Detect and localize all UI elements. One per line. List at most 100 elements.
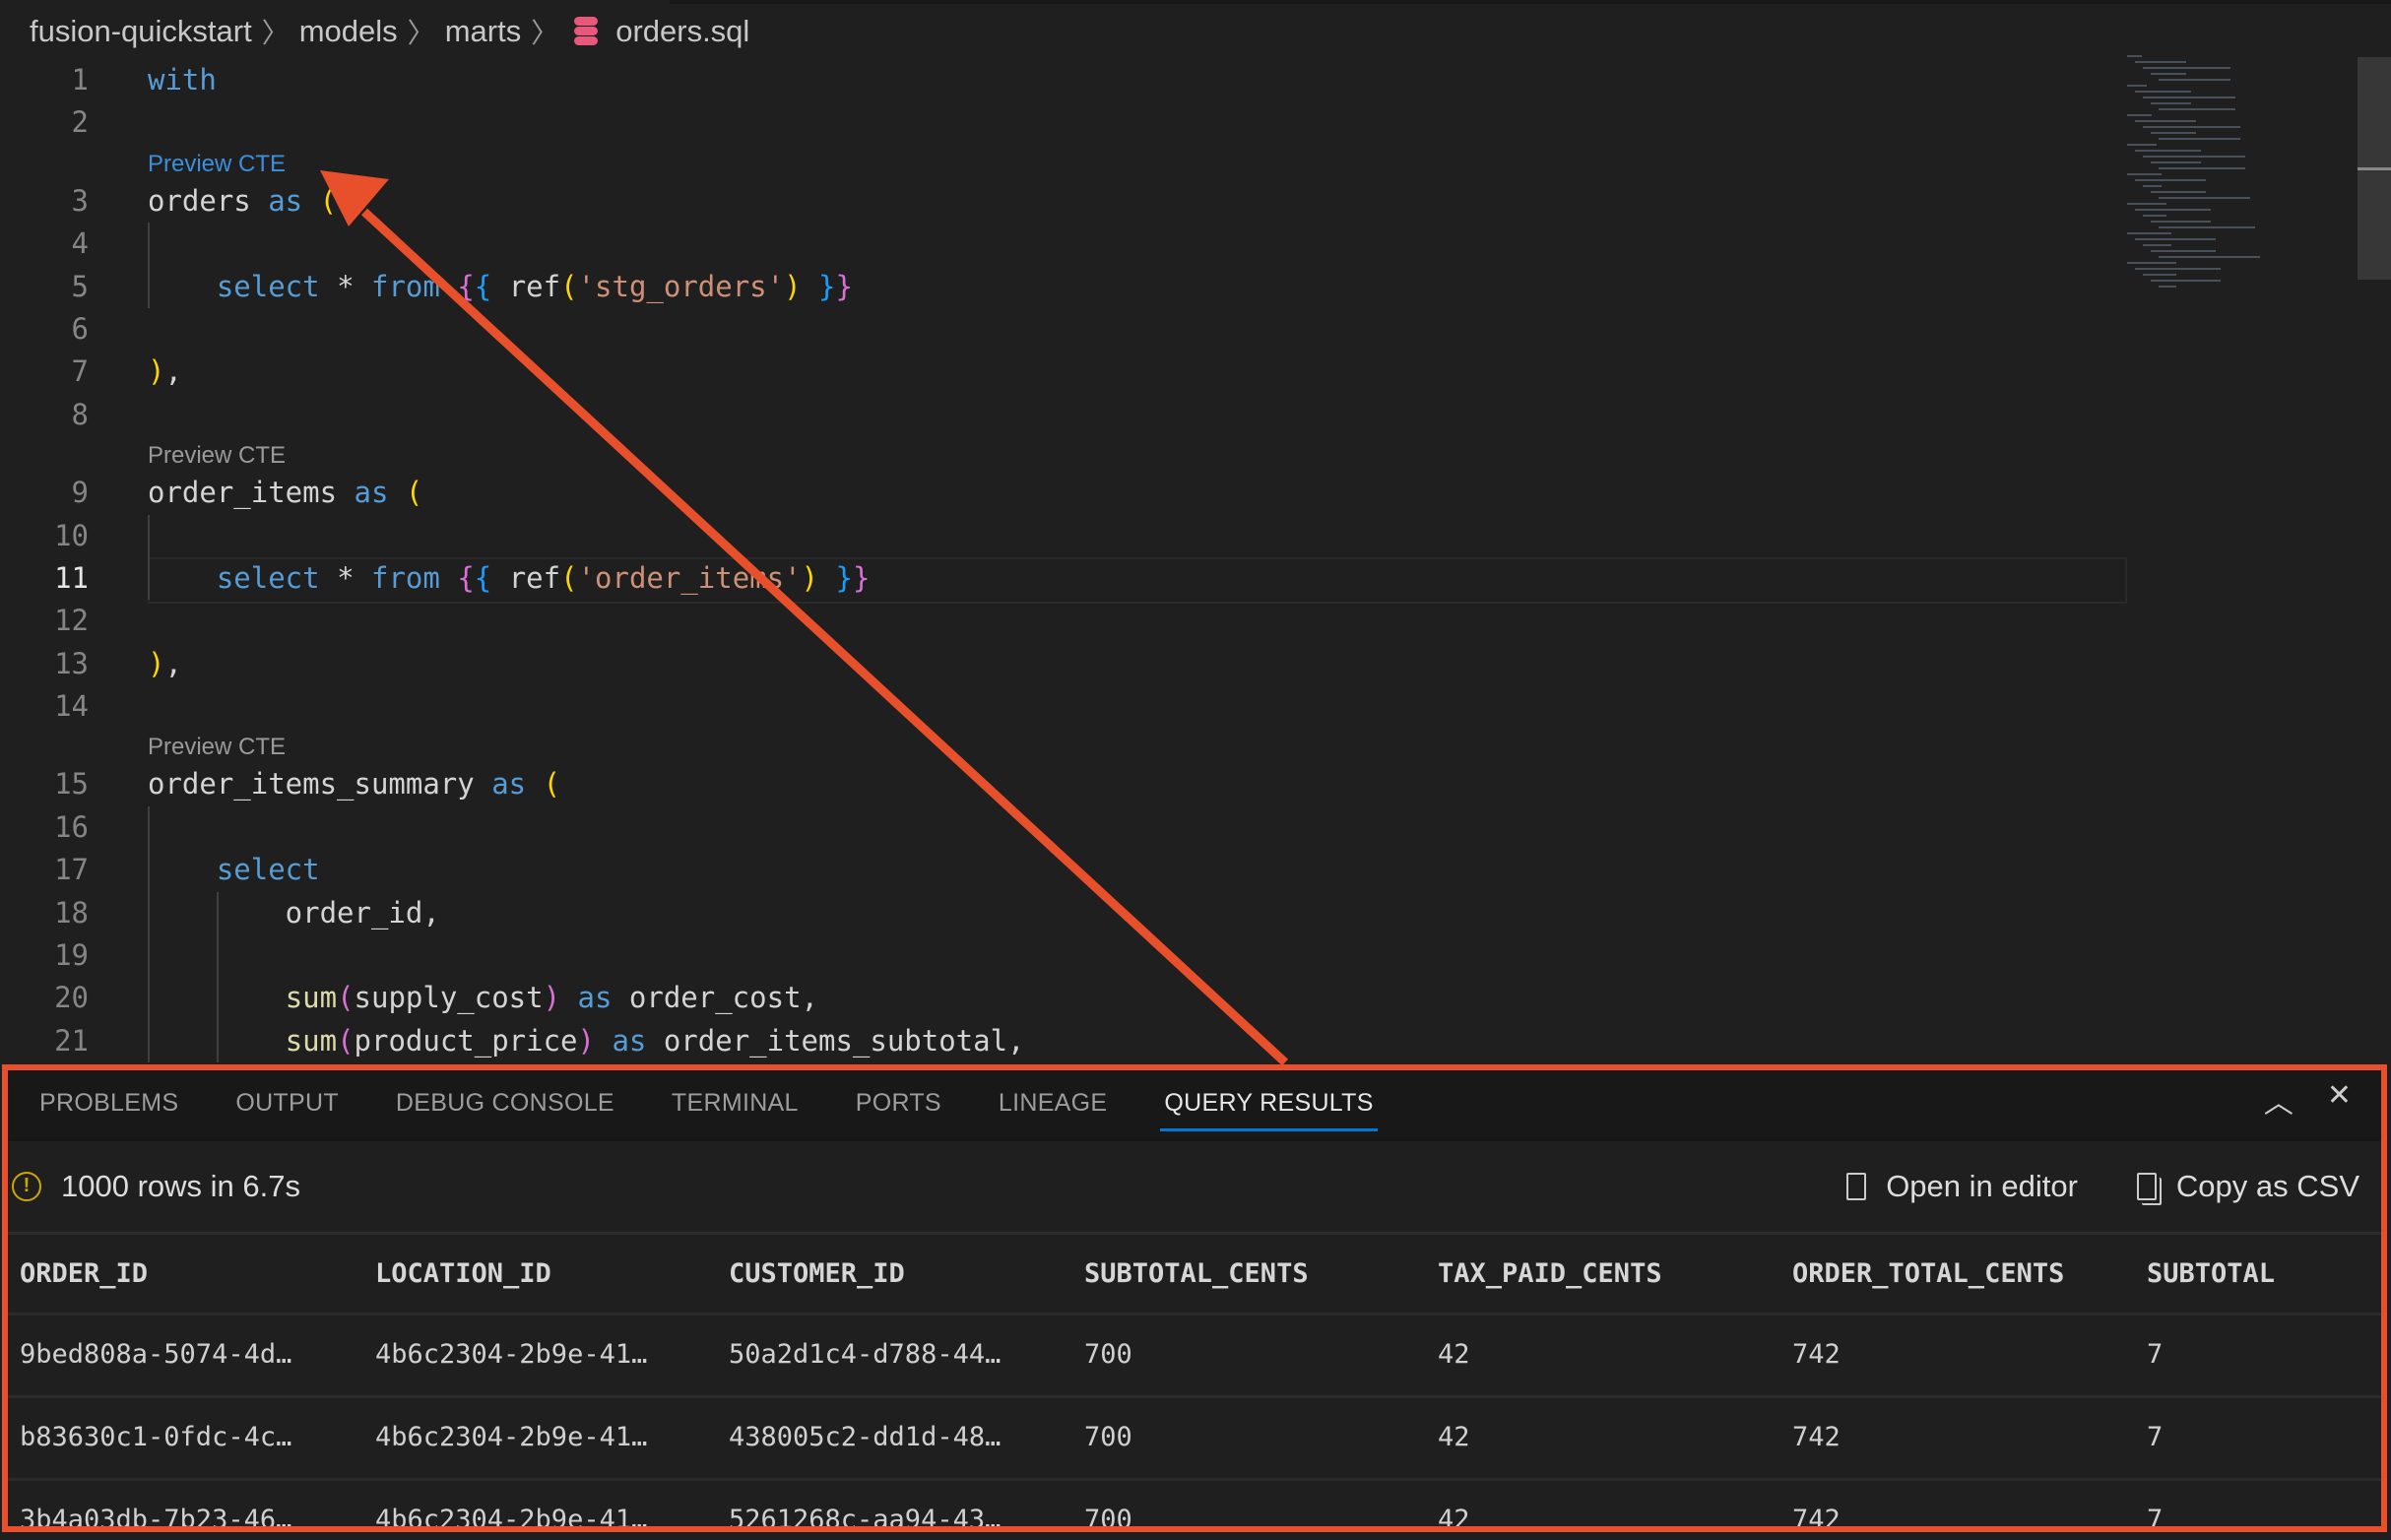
table-row[interactable]: 9bed808a-5074-4d… 4b6c2304-2b9e-41… 50a2d1… — [6, 1313, 2381, 1395]
column-header[interactable]: ORDER_ID — [20, 1258, 149, 1289]
code-line[interactable]: 21 sum(product_price) as order_items_sub… — [0, 1020, 2127, 1062]
minimap[interactable] — [2127, 55, 2275, 370]
tab-problems[interactable]: PROBLEMS — [39, 1089, 179, 1117]
code-line[interactable]: 3 orders as ( — [0, 180, 2127, 223]
code-line[interactable]: 20 sum(supply_cost) as order_cost, — [0, 977, 2127, 1019]
code-line[interactable]: 16 — [0, 806, 2127, 849]
table-cell: 438005c2-dd1d-48… — [729, 1422, 1002, 1452]
close-icon[interactable]: ✕ — [2326, 1079, 2352, 1112]
code-line[interactable]: 6 — [0, 308, 2127, 351]
breadcrumb-item[interactable]: marts — [444, 14, 522, 48]
chevron-right-icon: 〉 — [531, 18, 559, 48]
code-token: } — [818, 269, 836, 303]
copy-as-csv-button[interactable]: Copy as CSV — [2136, 1169, 2359, 1204]
preview-cte-link[interactable]: Preview CTE — [148, 734, 287, 761]
tab-query-results[interactable]: QUERY RESULTS — [1160, 1068, 1379, 1141]
code-line[interactable]: 11 select * from {{ ref('order_items') }… — [0, 556, 2127, 605]
table-row[interactable]: 3b4a03db-7b23-46… 4b6c2304-2b9e-41… 526126… — [6, 1478, 2381, 1540]
code-token: as — [491, 767, 527, 802]
column-header[interactable]: LOCATION_ID — [375, 1258, 551, 1289]
code-text: orders as ( — [148, 180, 337, 223]
code-token — [440, 561, 457, 595]
breadcrumb-item[interactable]: models — [298, 14, 398, 48]
code-line[interactable]: 18 order_id, — [0, 892, 2127, 934]
open-in-editor-button[interactable]: Open in editor — [1846, 1169, 2078, 1204]
copy-as-csv-label: Copy as CSV — [2175, 1169, 2359, 1203]
code-token: orders — [148, 183, 269, 218]
code-token: from — [371, 560, 440, 595]
code-text: ), — [148, 643, 182, 685]
code-token: { — [457, 560, 475, 595]
tab-debug-console[interactable]: DEBUG CONSOLE — [395, 1089, 614, 1117]
tab-terminal[interactable]: TERMINAL — [671, 1089, 799, 1117]
code-text: select * from {{ ref('order_items') }} — [148, 557, 871, 600]
minimap-line — [2143, 67, 2230, 69]
minimap-line — [2135, 91, 2191, 93]
line-number: 14 — [54, 689, 89, 724]
column-header[interactable]: TAX_PAID_CENTS — [1438, 1258, 1662, 1289]
code-token — [148, 270, 217, 303]
code-token: as — [354, 476, 389, 510]
code-token: select — [216, 560, 320, 595]
code-token: product_price — [354, 1023, 578, 1058]
column-header[interactable]: SUBTOTAL_CENTS — [1084, 1258, 1309, 1289]
code-text: ), — [148, 351, 182, 393]
line-number: 13 — [54, 646, 89, 680]
minimap-line — [2135, 120, 2196, 122]
code-token: ) — [801, 560, 819, 595]
code-line[interactable]: 19 — [0, 934, 2127, 977]
tab-output[interactable]: OUTPUT — [235, 1089, 339, 1117]
preview-cte-link[interactable]: Preview CTE — [148, 150, 287, 177]
minimap-line — [2143, 215, 2166, 217]
code-token: order_items — [148, 476, 355, 510]
code-token: select — [216, 269, 320, 303]
table-cell: 700 — [1084, 1505, 1132, 1535]
code-line[interactable]: 13), — [0, 643, 2127, 685]
code-token — [595, 1024, 612, 1058]
code-line[interactable]: 8 — [0, 394, 2127, 436]
line-number: 8 — [71, 397, 89, 431]
minimap-line — [2159, 256, 2260, 258]
code-line[interactable]: 14 — [0, 685, 2127, 728]
line-number: 5 — [71, 269, 89, 303]
code-line[interactable]: 1 with — [0, 59, 2127, 101]
minimap-line — [2151, 102, 2191, 104]
code-token — [148, 561, 217, 595]
tab-lineage[interactable]: LINEAGE — [998, 1089, 1108, 1117]
code-token: ref — [491, 269, 561, 303]
tab-ports[interactable]: PORTS — [855, 1089, 941, 1117]
preview-cte-link[interactable]: Preview CTE — [148, 442, 287, 470]
breadcrumb-item[interactable]: fusion-quickstart — [30, 14, 252, 48]
minimap-line — [2151, 280, 2221, 282]
code-line[interactable]: 5 select * from {{ ref('stg_orders') }} — [0, 266, 2127, 308]
breadcrumb-file[interactable]: orders.sql — [615, 14, 750, 48]
minimap-line — [2151, 161, 2201, 163]
code-token: order_items_summary — [148, 767, 492, 802]
code-line[interactable]: 4 — [0, 223, 2127, 265]
minimap-line — [2143, 244, 2171, 246]
column-header[interactable]: CUSTOMER_ID — [729, 1258, 905, 1289]
code-token — [560, 981, 577, 1014]
code-line[interactable]: 9 order_items as ( — [0, 472, 2127, 514]
code-token: , — [164, 354, 182, 389]
code-line[interactable]: 17 select — [0, 849, 2127, 891]
open-in-editor-label: Open in editor — [1886, 1169, 2078, 1203]
chevron-up-icon[interactable]: ︿ — [2263, 1087, 2294, 1120]
code-line[interactable]: 10 — [0, 515, 2127, 557]
minimap-line — [2143, 126, 2240, 128]
code-line[interactable]: 15 order_items_summary as ( — [0, 763, 2127, 805]
table-row[interactable]: b83630c1-0fdc-4c… 4b6c2304-2b9e-41… 438005… — [6, 1395, 2381, 1478]
minimap-line — [2127, 232, 2171, 234]
code-line[interactable]: 2 — [0, 101, 2127, 144]
minimap-line — [2135, 150, 2201, 152]
table-cell: 4b6c2304-2b9e-41… — [375, 1339, 648, 1370]
code-line[interactable]: 12 — [0, 600, 2127, 642]
code-line[interactable]: 7), — [0, 351, 2127, 393]
column-header[interactable]: SUBTOTAL — [2147, 1258, 2276, 1289]
minimap-line — [2127, 85, 2147, 87]
table-cell: 50a2d1c4-d788-44… — [729, 1339, 1002, 1370]
code-token: } — [852, 560, 871, 595]
code-token: ) — [148, 354, 165, 389]
column-header[interactable]: ORDER_TOTAL_CENTS — [1792, 1258, 2065, 1289]
code-editor[interactable]: 1 with 2 Preview CTE 3 orders as (4 5 select *… — [0, 59, 2127, 1063]
